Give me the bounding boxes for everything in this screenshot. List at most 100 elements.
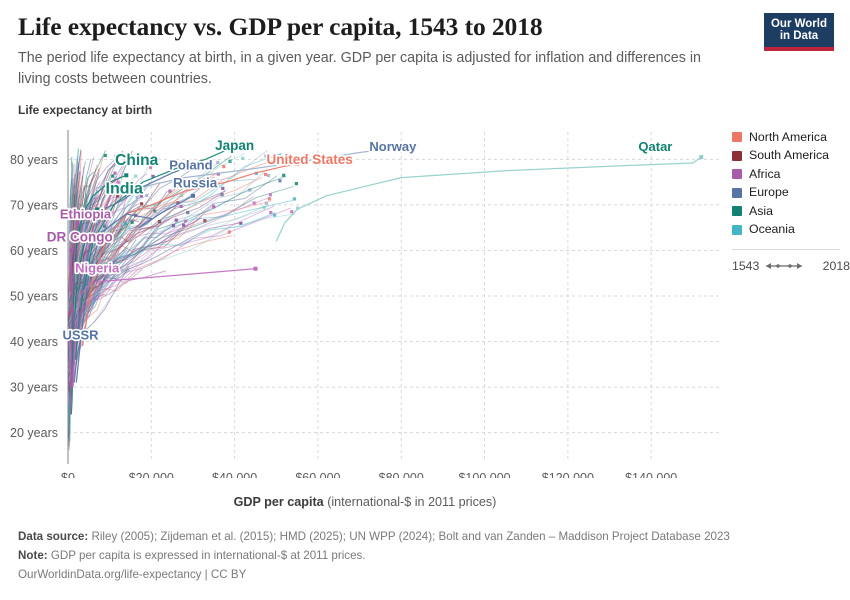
series-endpoint-marker xyxy=(228,141,233,146)
series-endpoint-marker xyxy=(95,207,100,212)
series-endpoint-marker xyxy=(124,173,129,178)
legend-item-africa[interactable]: Africa xyxy=(732,167,850,181)
country-label-norway[interactable]: Norway xyxy=(368,138,419,156)
chart-header: Life expectancy vs. GDP per capita, 1543… xyxy=(18,12,748,89)
chart-plot-area: 20 years 30 years 40 years 50 years 60 years… xyxy=(0,118,730,478)
country-label-japan[interactable]: Japan xyxy=(213,137,255,155)
series-nigeria[interactable] xyxy=(72,266,258,388)
x-tick-label: $120,000 xyxy=(542,471,594,478)
country-label-poland[interactable]: Poland xyxy=(168,156,215,174)
legend-item-label: Europe xyxy=(749,185,789,199)
series-line xyxy=(75,195,194,383)
x-tick-label: $140,000 xyxy=(625,471,677,478)
y-tick-label: 60 years xyxy=(10,244,58,258)
series-endpoint-marker xyxy=(75,221,80,226)
time-scale-start: 1543 xyxy=(732,258,760,273)
footer-note-label: Note: xyxy=(18,549,48,562)
series-line xyxy=(72,268,256,388)
legend-item-label: Africa xyxy=(749,166,781,181)
legend-item-north-america[interactable]: North America xyxy=(732,130,850,144)
series-endpoint-marker xyxy=(386,146,391,151)
series-endpoint-marker xyxy=(295,161,300,166)
x-axis-title: GDP per capita (international-$ in 2011 … xyxy=(0,495,730,509)
page-title: Life expectancy vs. GDP per capita, 1543… xyxy=(18,12,543,41)
legend: North America South America Africa Europe As… xyxy=(732,130,850,273)
y-tick-label: 70 years xyxy=(10,198,58,212)
x-tick-label: $100,000 xyxy=(458,471,510,478)
legend-items: North America South America Africa Europe As… xyxy=(732,130,850,237)
chart-footer: Data source: Riley (2005); Zijdeman et a… xyxy=(18,527,830,584)
series-line xyxy=(275,156,702,242)
series-line xyxy=(70,209,98,415)
legend-item-label: North America xyxy=(749,129,827,144)
x-axis-title-main: GDP per capita xyxy=(233,495,324,509)
legend-swatch-icon xyxy=(732,206,742,216)
legend-item-asia[interactable]: Asia xyxy=(732,204,850,218)
series-qatar[interactable] xyxy=(275,155,704,242)
series-dr-congo[interactable] xyxy=(69,248,76,388)
x-axis-title-note: (international-$ in 2011 prices) xyxy=(327,495,497,509)
country-label-united-states[interactable]: United States xyxy=(265,150,354,168)
legend-item-label: Oceania xyxy=(749,222,795,236)
series-line xyxy=(69,223,79,415)
series-line xyxy=(70,174,127,397)
legend-swatch-icon xyxy=(732,132,742,142)
legend-item-label: South America xyxy=(749,148,829,162)
y-tick-label: 50 years xyxy=(10,290,58,304)
y-tick-label: 80 years xyxy=(10,153,58,167)
legend-swatch-icon xyxy=(732,224,742,235)
country-label-ussr[interactable]: USSR xyxy=(61,326,101,344)
footer-source-label: Data source: xyxy=(18,530,89,543)
series-india[interactable] xyxy=(70,207,100,415)
time-scale-legend[interactable]: 1543 2018 xyxy=(732,259,850,273)
series-china[interactable] xyxy=(70,173,129,397)
series-ethiopia[interactable] xyxy=(69,221,80,415)
series-line xyxy=(76,167,185,342)
chart-subtitle: The period life expectancy at birth, in … xyxy=(18,50,701,87)
country-label-india[interactable]: India xyxy=(104,179,145,199)
series-united-states[interactable] xyxy=(81,161,300,347)
time-scale-arrow-icon xyxy=(766,262,803,269)
legend-swatch-icon xyxy=(732,169,742,179)
legend-swatch-icon xyxy=(732,150,742,161)
series-line xyxy=(81,163,298,347)
legend-item-europe[interactable]: Europe xyxy=(732,186,850,200)
y-tick-label: 30 years xyxy=(10,381,58,395)
country-label-russia[interactable]: Russia xyxy=(171,174,219,192)
x-tick-label: $80,000 xyxy=(379,471,424,478)
series-ussr[interactable] xyxy=(73,330,87,383)
x-tick-label: $60,000 xyxy=(295,471,340,478)
footer-link[interactable]: OurWorldinData.org/life-expectancy | CC … xyxy=(18,568,247,581)
time-scale-track xyxy=(761,260,820,272)
series-line xyxy=(70,250,76,388)
y-tick-label: 40 years xyxy=(10,335,58,349)
footer-note: Note: GDP per capita is expressed in int… xyxy=(18,546,830,565)
x-tick-label: $40,000 xyxy=(212,471,257,478)
series-endpoint-marker xyxy=(82,330,87,335)
legend-swatch-icon xyxy=(732,187,742,198)
footer-source-text: Riley (2005); Zijdeman et al. (2015); HM… xyxy=(91,530,730,543)
y-tick-label: 20 years xyxy=(10,426,58,440)
series-line xyxy=(73,332,86,383)
scatter-plot-svg: 20 years 30 years 40 years 50 years 60 years… xyxy=(10,130,722,478)
country-label-qatar[interactable]: Qatar xyxy=(637,138,674,156)
owid-logo-line1: Our World xyxy=(770,17,827,30)
series-endpoint-marker xyxy=(69,248,74,253)
x-tick-label: $20,000 xyxy=(129,471,174,478)
legend-item-label: Asia xyxy=(749,203,773,218)
footer-note-text: GDP per capita is expressed in internati… xyxy=(50,549,366,562)
owid-logo[interactable]: Our World in Data xyxy=(764,13,834,51)
country-label-china[interactable]: China xyxy=(114,150,161,170)
legend-divider xyxy=(732,248,840,250)
series-russia[interactable] xyxy=(75,193,195,383)
footer-source: Data source: Riley (2005); Zijdeman et a… xyxy=(18,527,830,546)
y-axis-title: Life expectancy at birth xyxy=(18,103,153,117)
legend-item-south-america[interactable]: South America xyxy=(732,149,850,163)
country-label-nigeria[interactable]: Nigeria xyxy=(74,259,122,277)
country-label-ethiopia[interactable]: Ethiopia xyxy=(58,205,113,223)
legend-item-oceania[interactable]: Oceania xyxy=(732,223,850,237)
country-label-dr-congo[interactable]: DR Congo xyxy=(45,228,114,246)
owid-logo-line2: in Data xyxy=(779,30,819,42)
series-poland[interactable] xyxy=(76,166,187,342)
